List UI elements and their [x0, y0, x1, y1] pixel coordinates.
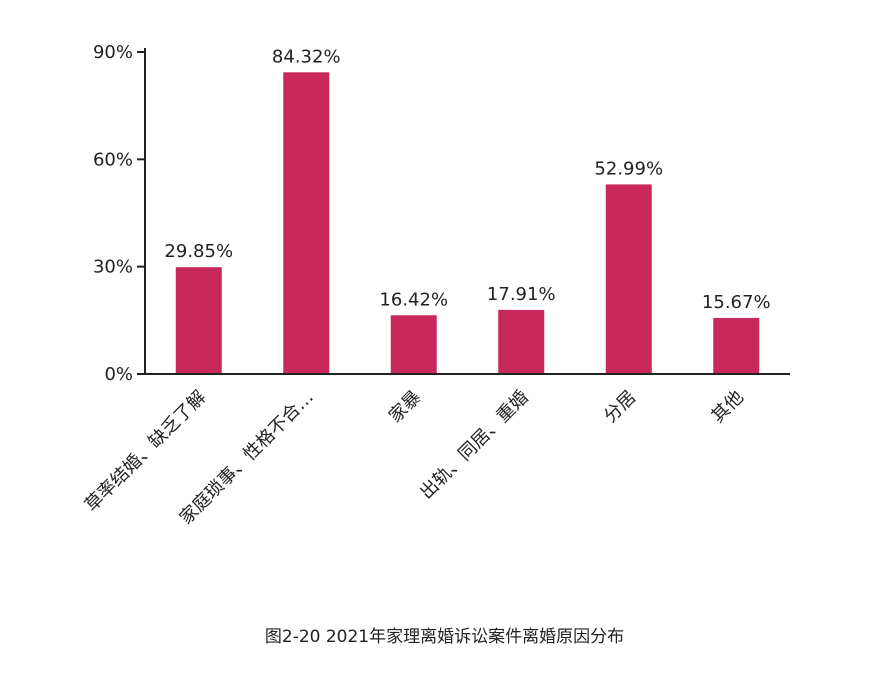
category-label: 出轨、同居、重婚: [416, 387, 533, 504]
axes-group: 0% 30% 60% 90%: [93, 42, 790, 385]
y-tick-label: 30%: [93, 257, 133, 278]
y-tick-label: 0%: [104, 364, 133, 385]
figure-caption: 图2-20 2021年家理离婚诉讼案件离婚原因分布: [264, 627, 625, 647]
bars-group: [175, 72, 760, 374]
category-label: 其他: [707, 387, 747, 427]
bar: [498, 309, 545, 374]
bar-value-label: 15.67%: [702, 292, 771, 313]
bar: [605, 184, 652, 374]
bar-value-label: 16.42%: [379, 289, 448, 310]
bar-value-label: 17.91%: [487, 284, 556, 305]
bar: [713, 317, 760, 374]
y-tick-label: 60%: [93, 149, 133, 170]
bar: [390, 315, 437, 374]
bar-value-label: 29.85%: [164, 241, 233, 262]
y-tick-label: 90%: [93, 42, 133, 63]
bar-chart: 0%30%60%90% 29.85%草率结婚、缺乏了解84.32%家庭琐事、性格…: [81, 42, 790, 529]
category-label: 家暴: [385, 387, 425, 427]
bar: [175, 267, 222, 374]
bar-value-label: 84.32%: [272, 46, 341, 67]
bar: [283, 72, 330, 374]
category-label: 分居: [600, 387, 640, 427]
category-label: 草率结婚、缺乏了解: [81, 387, 210, 516]
bar-value-label: 52.99%: [594, 158, 663, 179]
